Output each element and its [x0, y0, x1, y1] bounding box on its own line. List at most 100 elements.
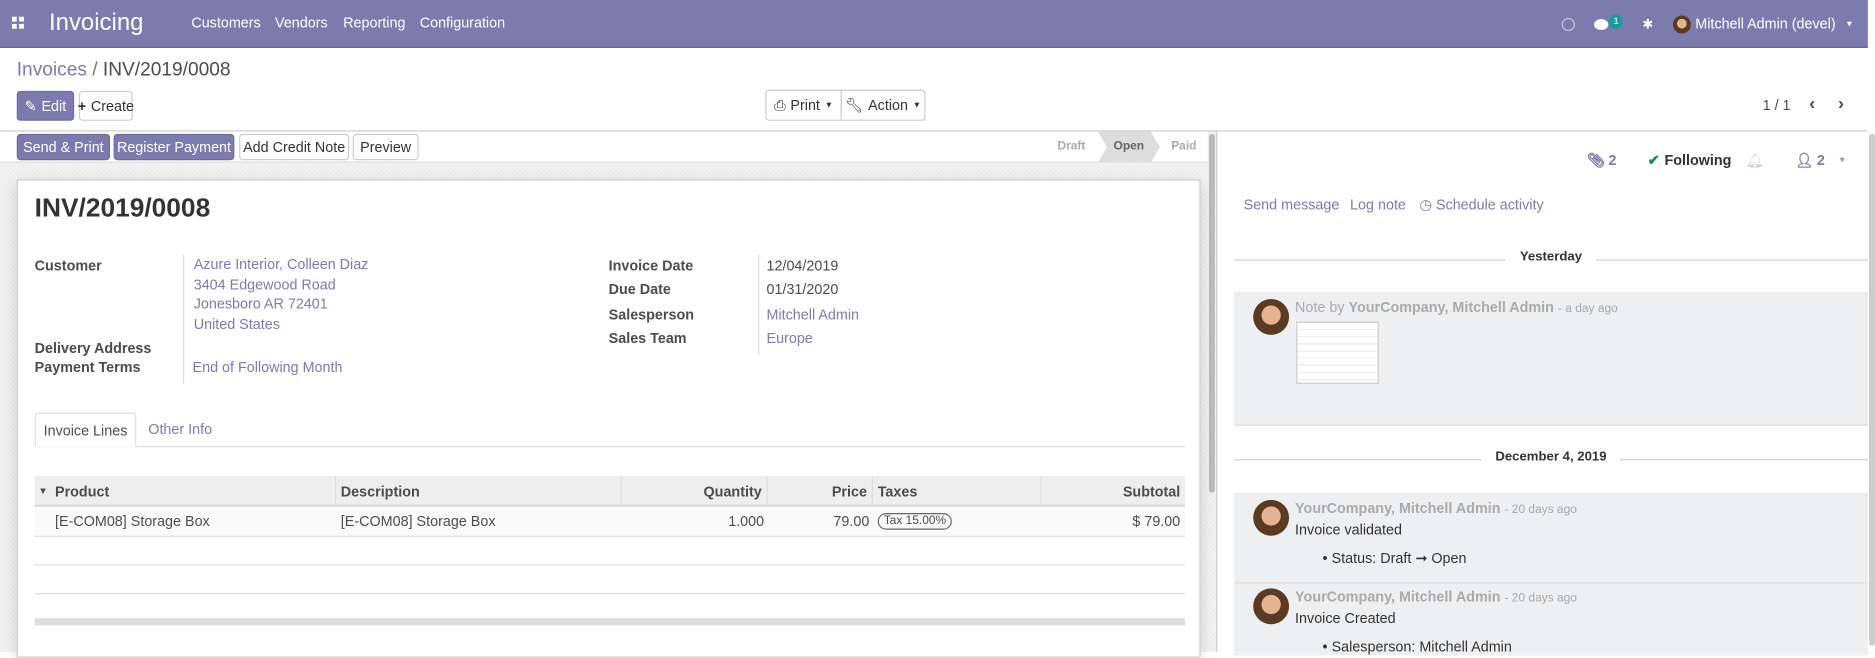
sales-team-label: Sales Team	[608, 330, 687, 347]
date-separator-label: Yesterday	[1505, 249, 1597, 265]
stage-open: Open	[1097, 131, 1160, 163]
menu-vendors[interactable]: Vendors	[275, 14, 328, 32]
author-avatar[interactable]	[1253, 588, 1290, 625]
table-row[interactable]: [E-COM08] Storage Box [E-COM08] Storage …	[34, 508, 1186, 537]
tab-invoice-lines[interactable]: Invoice Lines	[34, 412, 137, 448]
user-menu-toggle[interactable]: Mitchell Admin (devel) ▼	[1672, 14, 1853, 33]
cell-quantity: 1.000	[728, 512, 765, 530]
attachment-thumbnail[interactable]	[1296, 321, 1379, 384]
sales-team-value[interactable]: Europe	[766, 330, 813, 347]
author-avatar[interactable]	[1253, 499, 1290, 536]
chat-icon[interactable]	[1594, 18, 1609, 30]
following-group: ✔ Following 🔔︎	[1648, 152, 1764, 169]
sort-caret-icon[interactable]: ▼	[38, 485, 48, 497]
edit-label: Edit	[41, 97, 67, 115]
pager-previous-icon[interactable]: ‹	[1809, 93, 1816, 114]
print-button[interactable]: ⎙ Print ▼	[765, 89, 842, 121]
author-avatar[interactable]	[1253, 298, 1290, 335]
table-header: ▼ Product Description Quantity Price Tax…	[34, 475, 1186, 508]
customer-street: 3404 Edgewood Road	[193, 275, 336, 293]
breadcrumb: Invoices / INV/2019/0008	[17, 60, 231, 82]
create-button[interactable]: + Create	[77, 90, 134, 121]
edit-button[interactable]: ✎ Edit	[16, 90, 75, 121]
messaging-menu[interactable]: 1	[1594, 14, 1624, 30]
bell-icon[interactable]: 🔔︎	[1745, 151, 1764, 169]
column-quantity[interactable]: Quantity	[622, 475, 768, 508]
tab-other-info[interactable]: Other Info	[148, 420, 213, 438]
followers-button[interactable]: 👤︎ 2 ▼	[1795, 152, 1846, 169]
customer-field[interactable]: Azure Interior, Colleen Diaz 3404 Edgewo…	[182, 254, 369, 384]
invoice-date-label: Invoice Date	[608, 257, 694, 274]
customer-country: United States	[193, 315, 280, 332]
form-scrollbar[interactable]	[1208, 133, 1215, 493]
customer-city: Jonesboro AR 72401	[193, 295, 328, 313]
debug-bug-icon[interactable]: ✱	[1642, 17, 1654, 32]
payment-terms-label: Payment Terms	[34, 358, 141, 376]
page-scrollbar[interactable]	[1869, 133, 1875, 646]
breadcrumb-invoices[interactable]: Invoices	[16, 59, 87, 81]
customer-name[interactable]: Azure Interior, Colleen Diaz	[193, 255, 369, 273]
caret-down-icon: ▼	[912, 101, 922, 110]
cell-product: [E-COM08] Storage Box	[55, 512, 210, 530]
attachments-button[interactable]: 📎︎ 2	[1587, 152, 1617, 169]
apps-menu-icon[interactable]	[11, 16, 24, 29]
column-taxes[interactable]: Taxes	[873, 475, 1042, 508]
form-view: Send & Print Register Payment Add Credit…	[0, 131, 1218, 658]
user-icon: 👤︎	[1795, 151, 1814, 169]
note-prefix: Note by	[1295, 298, 1345, 316]
empty-row	[34, 566, 1186, 595]
preview-button[interactable]: Preview	[352, 133, 419, 161]
invoice-title: INV/2019/0008	[34, 192, 211, 223]
user-menu[interactable]: Mitchell Admin (devel)	[1695, 15, 1836, 33]
message: Note by YourCompany, Mitchell Admin - a …	[1234, 291, 1868, 426]
delivery-address-label: Delivery Address	[34, 339, 152, 357]
payment-terms-value[interactable]: End of Following Month	[192, 358, 343, 376]
salesperson-value[interactable]: Mitchell Admin	[766, 306, 860, 323]
menu-reporting[interactable]: Reporting	[343, 14, 406, 32]
message-author[interactable]: YourCompany, Mitchell Admin	[1348, 298, 1554, 316]
chatter-topbar: 📎︎ 2 ✔ Following 🔔︎ 👤︎ 2 ▼	[1587, 152, 1847, 169]
send-print-button[interactable]: Send & Print	[16, 133, 111, 161]
stage-paid[interactable]: Paid	[1171, 139, 1197, 154]
breadcrumb-separator: /	[92, 59, 98, 81]
app-title[interactable]: Invoicing	[49, 9, 144, 36]
column-subtotal[interactable]: Subtotal	[1122, 483, 1181, 500]
column-description[interactable]: Description	[336, 475, 622, 508]
stage-draft[interactable]: Draft	[1057, 139, 1086, 154]
action-label: Action	[868, 96, 909, 114]
send-message-button[interactable]: Send message	[1243, 196, 1340, 213]
chat-badge: 1	[1608, 14, 1624, 29]
menu-customers[interactable]: Customers	[191, 14, 261, 32]
salesperson-label: Salesperson	[608, 306, 695, 323]
customer-label: Customer	[34, 257, 102, 274]
followers-count: 2	[1816, 151, 1825, 169]
plus-icon: +	[77, 97, 87, 115]
top-navbar: Invoicing Customers Vendors Reporting Co…	[0, 0, 1868, 48]
invoice-lines-table: ▼ Product Description Quantity Price Tax…	[34, 475, 1186, 629]
menu-configuration[interactable]: Configuration	[419, 14, 506, 32]
message-author[interactable]: YourCompany, Mitchell Admin	[1295, 588, 1501, 606]
column-product[interactable]: Product	[50, 475, 337, 508]
cell-price: 79.00	[833, 512, 870, 530]
tax-badge: Tax 15.00%	[877, 512, 953, 530]
message-date: - 20 days ago	[1504, 591, 1577, 606]
user-avatar[interactable]	[1672, 14, 1691, 33]
message-header: YourCompany, Mitchell Admin - 20 days ag…	[1295, 588, 1577, 605]
schedule-activity-button[interactable]: ◷ Schedule activity	[1419, 196, 1543, 213]
pager-next-icon[interactable]: ›	[1837, 93, 1844, 114]
pager-value[interactable]: 1 / 1	[1762, 96, 1791, 114]
date-separator: December 4, 2019	[1234, 449, 1868, 469]
tracking-value: • Status: Draft ➞ Open	[1322, 550, 1467, 567]
create-label: Create	[90, 97, 134, 115]
register-payment-button[interactable]: Register Payment	[113, 133, 235, 161]
pencil-icon: ✎	[24, 97, 37, 115]
message: YourCompany, Mitchell Admin - 20 days ag…	[1234, 583, 1868, 656]
action-button[interactable]: 🔧︎ Action ▼	[840, 89, 926, 121]
activity-clock-icon[interactable]	[1562, 17, 1576, 31]
log-note-button[interactable]: Log note	[1350, 196, 1406, 213]
tracking-value: • Salesperson: Mitchell Admin	[1322, 638, 1512, 656]
following-button[interactable]: ✔ Following	[1648, 152, 1732, 169]
column-price[interactable]: Price	[768, 475, 873, 508]
add-credit-note-button[interactable]: Add Credit Note	[239, 133, 350, 161]
message-author[interactable]: YourCompany, Mitchell Admin	[1295, 499, 1501, 517]
